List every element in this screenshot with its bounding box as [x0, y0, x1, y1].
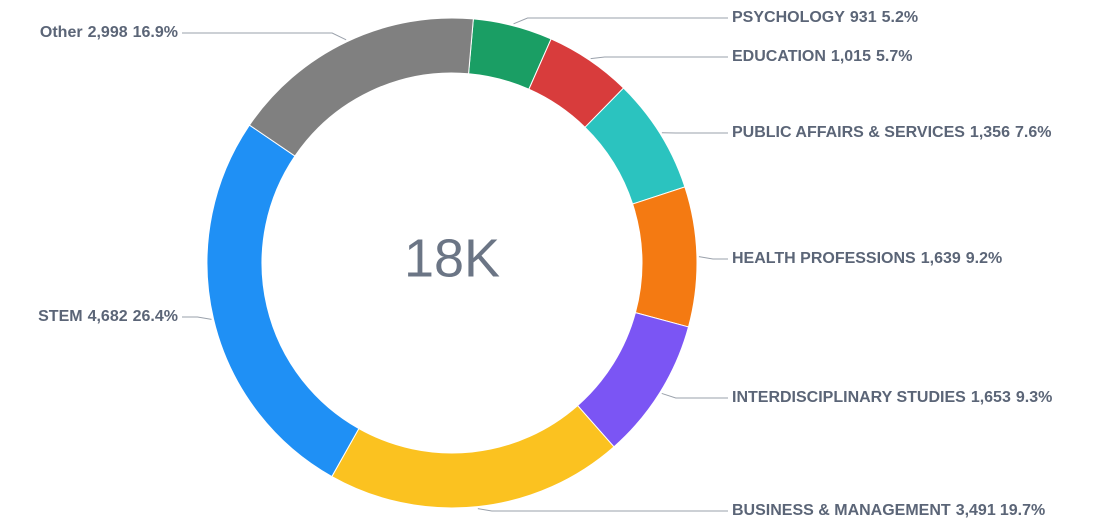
value-label: 2,998 — [88, 24, 128, 41]
data-label: STEM 4,682 26.4% — [38, 308, 178, 325]
value-label: 931 — [850, 9, 877, 26]
value-label: 3,491 — [956, 502, 996, 519]
donut-segment — [248, 17, 474, 157]
percent-label: 26.4% — [133, 308, 178, 325]
data-label: INTERDISCIPLINARY STUDIES 1,653 9.3% — [732, 389, 1052, 406]
percent-label: 9.2% — [966, 250, 1002, 267]
percent-label: 19.7% — [1000, 502, 1045, 519]
center-label: 18K — [404, 228, 500, 288]
percent-label: 16.9% — [133, 24, 178, 41]
leader-line — [513, 17, 728, 25]
category-name: HEALTH PROFESSIONS — [732, 250, 916, 267]
category-name: BUSINESS & MANAGEMENT — [732, 502, 951, 519]
donut-segment — [631, 186, 698, 328]
donut-segment — [331, 404, 615, 509]
percent-label: 7.6% — [1015, 124, 1051, 141]
leader-line — [182, 316, 212, 320]
value-label: 1,639 — [921, 250, 961, 267]
data-label: HEALTH PROFESSIONS 1,639 9.2% — [732, 250, 1002, 267]
data-label: EDUCATION 1,015 5.7% — [732, 48, 912, 65]
leader-line — [661, 392, 728, 399]
data-label: Other 2,998 16.9% — [40, 24, 178, 41]
leader-line — [590, 56, 728, 60]
value-label: 1,653 — [971, 389, 1011, 406]
leader-line — [477, 508, 728, 512]
data-label: PSYCHOLOGY 931 5.2% — [732, 9, 918, 26]
category-name: EDUCATION — [732, 48, 826, 65]
value-label: 4,682 — [88, 308, 128, 325]
data-label: BUSINESS & MANAGEMENT 3,491 19.7% — [732, 502, 1045, 519]
percent-label: 9.3% — [1016, 389, 1052, 406]
value-label: 1,015 — [831, 48, 871, 65]
category-name: PSYCHOLOGY — [732, 9, 845, 26]
donut-segment — [206, 124, 360, 478]
category-name: Other — [40, 24, 83, 41]
percent-label: 5.7% — [876, 48, 912, 65]
leader-line — [698, 256, 728, 260]
value-label: 1,356 — [970, 124, 1010, 141]
category-name: PUBLIC AFFAIRS & SERVICES — [732, 124, 965, 141]
data-label: PUBLIC AFFAIRS & SERVICES 1,356 7.6% — [732, 124, 1051, 141]
category-name: INTERDISCIPLINARY STUDIES — [732, 389, 966, 406]
category-name: STEM — [38, 308, 82, 325]
percent-label: 5.2% — [882, 9, 918, 26]
leader-line — [182, 32, 347, 41]
